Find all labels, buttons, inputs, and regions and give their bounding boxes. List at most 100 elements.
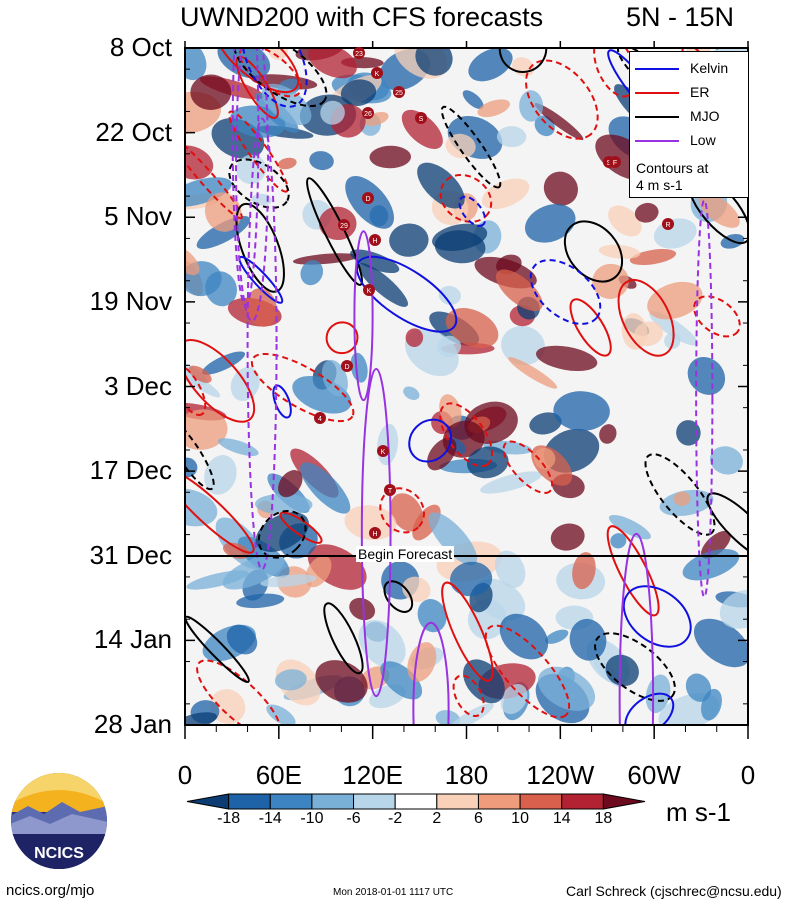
field-blob [537, 666, 596, 711]
field-blob [350, 249, 400, 274]
field-blob [417, 599, 447, 633]
field-blob [553, 391, 610, 431]
field-blob [569, 618, 607, 661]
storm-marker [371, 67, 383, 79]
contour [279, 511, 323, 544]
contour [439, 402, 494, 468]
legend-entry-low: Low [630, 130, 748, 152]
storm-marker-label: 4 [318, 416, 322, 423]
field-blob [501, 325, 545, 366]
colorbar-cell [561, 793, 604, 810]
storm-marker-label: D [344, 364, 349, 371]
field-blob [634, 321, 664, 347]
contour [440, 105, 502, 189]
field-blob [308, 48, 357, 79]
storm-marker [377, 445, 389, 457]
field-blob [185, 457, 198, 478]
contour [624, 692, 675, 725]
contour [353, 230, 374, 402]
field-blob [693, 618, 748, 668]
contour [439, 173, 493, 223]
x-tick-label: 0 [177, 760, 193, 790]
field-blob [309, 151, 334, 171]
contour [606, 525, 660, 617]
contour [355, 255, 458, 333]
field-blob [209, 689, 246, 724]
storm-marker [363, 284, 375, 296]
colorbar-label: -18 [217, 810, 241, 827]
field-blob [251, 193, 272, 206]
field-blob [218, 438, 259, 457]
field-blob [274, 669, 307, 691]
storm-markers: 23 K 25 26 S D 29 H K D 4 K T H S R F [314, 47, 674, 539]
storm-marker-label: H [372, 238, 377, 245]
field-blob [403, 386, 420, 400]
field-blob [318, 206, 357, 241]
storm-marker [369, 527, 381, 539]
field-blob [610, 533, 627, 549]
field-blob [255, 493, 313, 515]
field-blob [369, 145, 412, 169]
storm-marker [314, 412, 326, 424]
contour [185, 416, 215, 491]
field-blob [673, 491, 691, 506]
storm-marker-label: S [607, 160, 612, 167]
field-blob [300, 260, 324, 286]
legend-label: ER [690, 84, 710, 100]
storm-marker [353, 47, 365, 59]
y-tick-label: 8 Oct [109, 32, 172, 62]
field-blob [222, 542, 250, 559]
logo-text: NCICS [34, 845, 84, 862]
colorbar-label: -6 [346, 810, 361, 827]
legend-entry-er: ER [630, 82, 748, 104]
field-blob [349, 597, 376, 621]
field-blob [340, 79, 377, 106]
storm-marker-label: 29 [340, 223, 348, 230]
storm-marker-label: T [388, 488, 393, 495]
field-blob [545, 629, 569, 644]
contour [185, 137, 243, 220]
contour [458, 195, 487, 227]
colorbar-cell [228, 793, 271, 810]
field-blob [572, 552, 596, 590]
field-blob [236, 593, 285, 609]
field-blob [201, 351, 246, 375]
colorbar [186, 793, 646, 810]
storm-marker-label: R [665, 222, 670, 229]
field-blob [401, 109, 443, 149]
storm-marker-label: D [365, 196, 370, 203]
contour [196, 659, 282, 725]
field-blob [500, 683, 528, 715]
storm-marker-label: 25 [395, 90, 403, 97]
field-blob [449, 561, 493, 597]
contour [644, 453, 716, 536]
storm-marker [362, 107, 374, 119]
field-blob [685, 673, 712, 702]
colorbar-units: m s-1 [666, 797, 731, 827]
contour [185, 468, 255, 554]
field-blob [278, 470, 303, 498]
contour [185, 362, 207, 416]
colorbar-cell [519, 793, 563, 810]
field-blob [508, 357, 558, 389]
field-blob [190, 74, 232, 110]
colorbar-label: -14 [258, 810, 282, 827]
field-blob [188, 365, 212, 383]
field-blob [204, 192, 242, 232]
field-blob [550, 523, 585, 551]
field-blob [266, 704, 296, 725]
field-blob [320, 100, 345, 125]
storm-marker-label: K [367, 288, 372, 295]
field-blob [185, 145, 214, 180]
chart-region: 5N - 15N [626, 2, 735, 32]
contour [693, 295, 741, 338]
storm-marker-label: K [381, 449, 386, 456]
colorbar-cell [602, 793, 646, 810]
contour [563, 220, 624, 283]
field-blob [543, 171, 578, 206]
legend-entry-mjo: MJO [630, 106, 748, 128]
contour [452, 674, 485, 718]
field-blob [344, 505, 397, 541]
storm-marker-label: 26 [364, 111, 372, 118]
field-blob [390, 493, 423, 532]
